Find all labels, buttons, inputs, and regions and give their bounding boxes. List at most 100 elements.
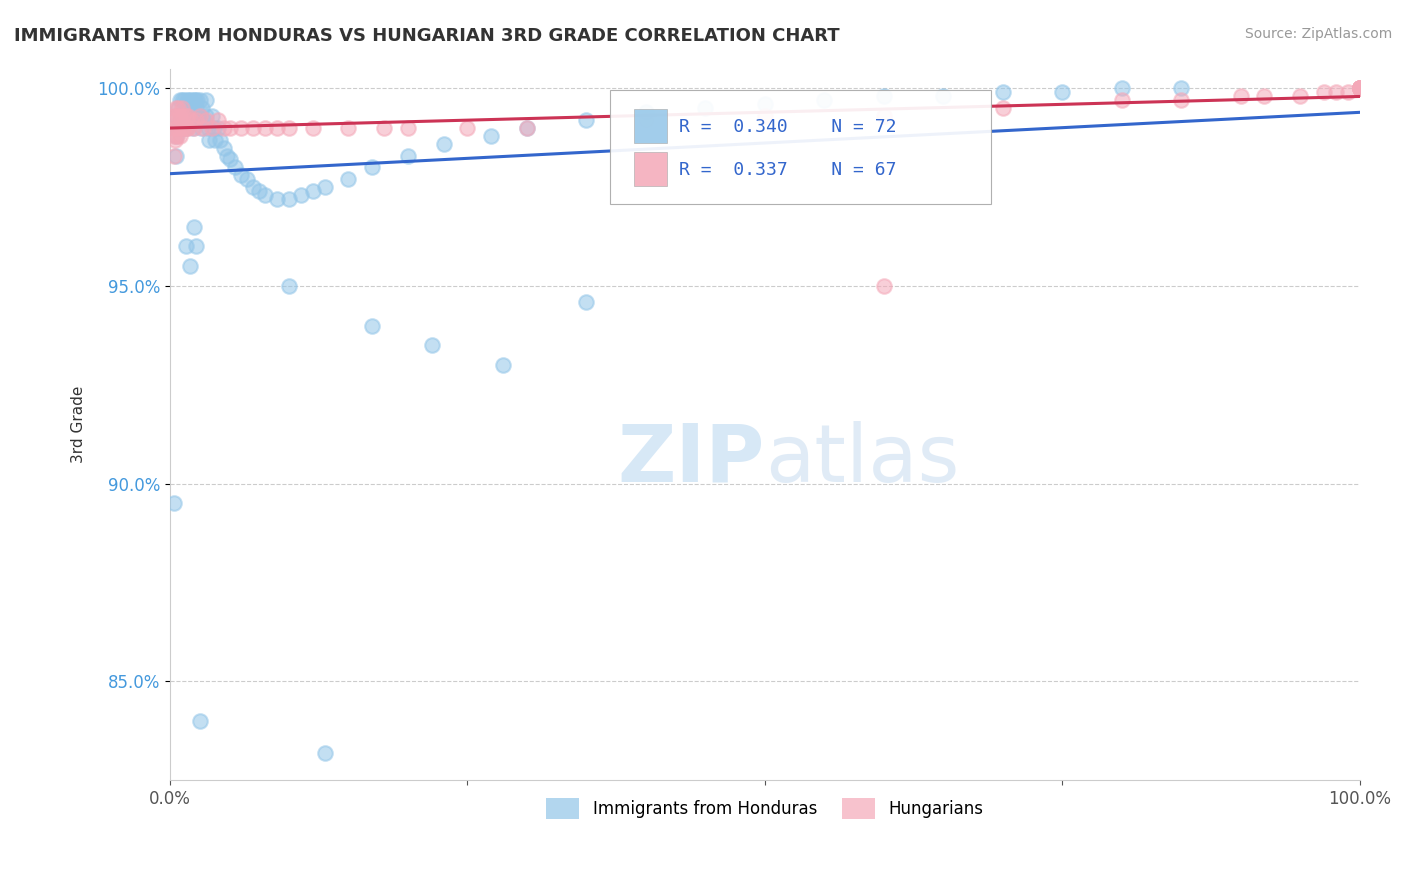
Point: [187, 109, 209, 123]
Point: [188, 714, 211, 728]
Point: [165, 148, 187, 162]
Point: [208, 133, 231, 147]
Point: [278, 120, 301, 135]
Point: [1348, 81, 1371, 95]
Point: [361, 318, 384, 333]
Point: [479, 128, 502, 143]
Point: [174, 120, 197, 135]
Point: [337, 120, 360, 135]
Point: [204, 133, 226, 147]
Point: [190, 120, 212, 135]
Point: [236, 172, 259, 186]
Point: [254, 120, 277, 135]
Point: [201, 109, 224, 123]
Point: [1313, 85, 1336, 99]
Point: [873, 89, 896, 103]
Point: [188, 109, 211, 123]
Point: [183, 219, 205, 234]
Point: [456, 120, 478, 135]
Point: [184, 93, 207, 107]
Point: [177, 93, 200, 107]
Point: [194, 93, 217, 107]
Point: [173, 93, 195, 107]
Point: [278, 192, 301, 206]
Point: [170, 109, 193, 123]
Point: [177, 120, 200, 135]
Point: [191, 101, 214, 115]
Point: [183, 109, 205, 123]
Point: [516, 120, 538, 135]
Point: [361, 161, 384, 175]
Point: [163, 148, 186, 162]
Point: [492, 358, 515, 372]
Point: [420, 338, 443, 352]
Point: [1348, 81, 1371, 95]
Point: [314, 180, 336, 194]
Point: [183, 120, 205, 135]
Point: [266, 120, 288, 135]
Y-axis label: 3rd Grade: 3rd Grade: [72, 385, 86, 463]
Point: [177, 101, 200, 115]
Point: [337, 172, 360, 186]
Point: [186, 239, 208, 253]
Point: [188, 109, 211, 123]
Point: [1324, 85, 1347, 99]
Point: [188, 93, 211, 107]
Point: [1111, 81, 1133, 95]
Point: [207, 112, 229, 127]
Point: [301, 120, 323, 135]
Point: [194, 109, 217, 123]
Point: [165, 120, 187, 135]
Point: [212, 140, 235, 154]
Point: [1348, 81, 1371, 95]
Point: [1289, 89, 1312, 103]
Text: ZIP: ZIP: [617, 421, 765, 499]
Point: [231, 169, 253, 183]
Point: [1336, 85, 1358, 99]
Point: [163, 133, 186, 147]
Point: [224, 161, 246, 175]
Point: [242, 180, 264, 194]
Point: [202, 120, 225, 135]
Point: [1348, 81, 1371, 95]
Point: [183, 93, 205, 107]
Point: [198, 133, 221, 147]
Point: [169, 128, 191, 143]
Point: [873, 279, 896, 293]
Point: [166, 128, 188, 143]
Bar: [634, 152, 668, 186]
Point: [1170, 93, 1192, 107]
Point: [991, 85, 1014, 99]
Point: [1111, 93, 1133, 107]
Point: [172, 109, 194, 123]
Point: [170, 93, 193, 107]
Point: [174, 239, 197, 253]
Point: [176, 93, 198, 107]
Point: [169, 93, 191, 107]
Point: [1348, 81, 1371, 95]
Point: [634, 112, 657, 127]
Point: [218, 153, 240, 167]
Point: [266, 192, 288, 206]
Point: [167, 120, 190, 135]
Point: [1348, 81, 1371, 95]
Point: [1050, 85, 1073, 99]
Point: [165, 109, 187, 123]
Point: [1348, 81, 1371, 95]
Point: [180, 93, 202, 107]
Point: [186, 101, 208, 115]
Point: [201, 120, 224, 135]
Point: [1348, 81, 1371, 95]
Point: [873, 109, 896, 123]
Point: [193, 120, 215, 135]
Text: IMMIGRANTS FROM HONDURAS VS HUNGARIAN 3RD GRADE CORRELATION CHART: IMMIGRANTS FROM HONDURAS VS HUNGARIAN 3R…: [14, 27, 839, 45]
Point: [197, 120, 219, 135]
Point: [170, 120, 193, 135]
Point: [177, 112, 200, 127]
Point: [180, 109, 202, 123]
Point: [575, 112, 598, 127]
Legend: Immigrants from Honduras, Hungarians: Immigrants from Honduras, Hungarians: [540, 792, 990, 825]
Point: [163, 109, 186, 123]
Point: [179, 109, 201, 123]
Point: [179, 259, 201, 273]
